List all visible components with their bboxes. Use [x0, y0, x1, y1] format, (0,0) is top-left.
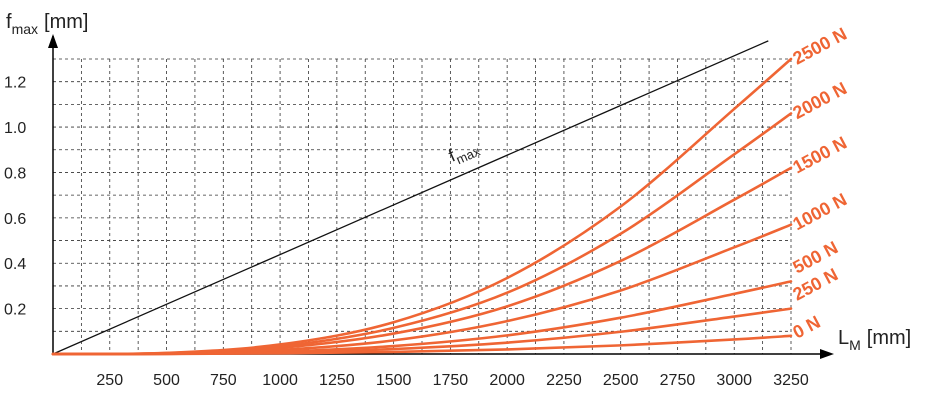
y-tick-label: 1.0: [4, 120, 26, 137]
x-axis-title: LM [mm]: [838, 327, 911, 353]
y-axis-title: fmax [mm]: [6, 11, 88, 37]
series-label: 1500 N: [789, 133, 850, 178]
x-axis-arrow: [820, 349, 834, 359]
x-tick-label: 2500: [603, 372, 639, 389]
y-tick-label: 0.8: [4, 165, 26, 182]
series-label: 2500 N: [789, 24, 850, 69]
axes: [48, 34, 834, 359]
x-tick-label: 1000: [262, 372, 298, 389]
y-axis-arrow: [48, 34, 58, 48]
series-line-2500n: [51, 57, 793, 356]
y-tick-label: 0.6: [4, 211, 26, 228]
series-label: 2000 N: [789, 78, 850, 123]
y-tick-label: 1.2: [4, 75, 26, 92]
series-group: [51, 57, 793, 356]
y-tick-label: 0.2: [4, 302, 26, 319]
x-tick-label: 1750: [433, 372, 469, 389]
reference-line-group: [52, 40, 769, 355]
series-label: 1000 N: [789, 189, 850, 234]
series-line-1500n: [51, 166, 793, 356]
x-tick-label: 3000: [716, 372, 752, 389]
x-tick-label: 250: [96, 372, 123, 389]
x-tick-label: 3250: [773, 372, 809, 389]
x-tick-label: 2750: [660, 372, 696, 389]
series-label: 0 N: [789, 312, 823, 343]
x-tick-label: 1500: [376, 372, 412, 389]
reference-line-label: fmax: [445, 135, 482, 169]
grid: [53, 58, 792, 354]
x-tick-label: 500: [153, 372, 180, 389]
x-tick-label: 2000: [489, 372, 525, 389]
tick-labels: 250 500 750 1000 1250 1500 1750 2000 2250 2500 275…: [4, 75, 809, 389]
x-tick-label: 750: [210, 372, 237, 389]
y-tick-label: 0.4: [4, 256, 26, 273]
x-tick-label: 1250: [319, 372, 355, 389]
reference-line: [52, 40, 769, 355]
x-tick-label: 2250: [546, 372, 582, 389]
